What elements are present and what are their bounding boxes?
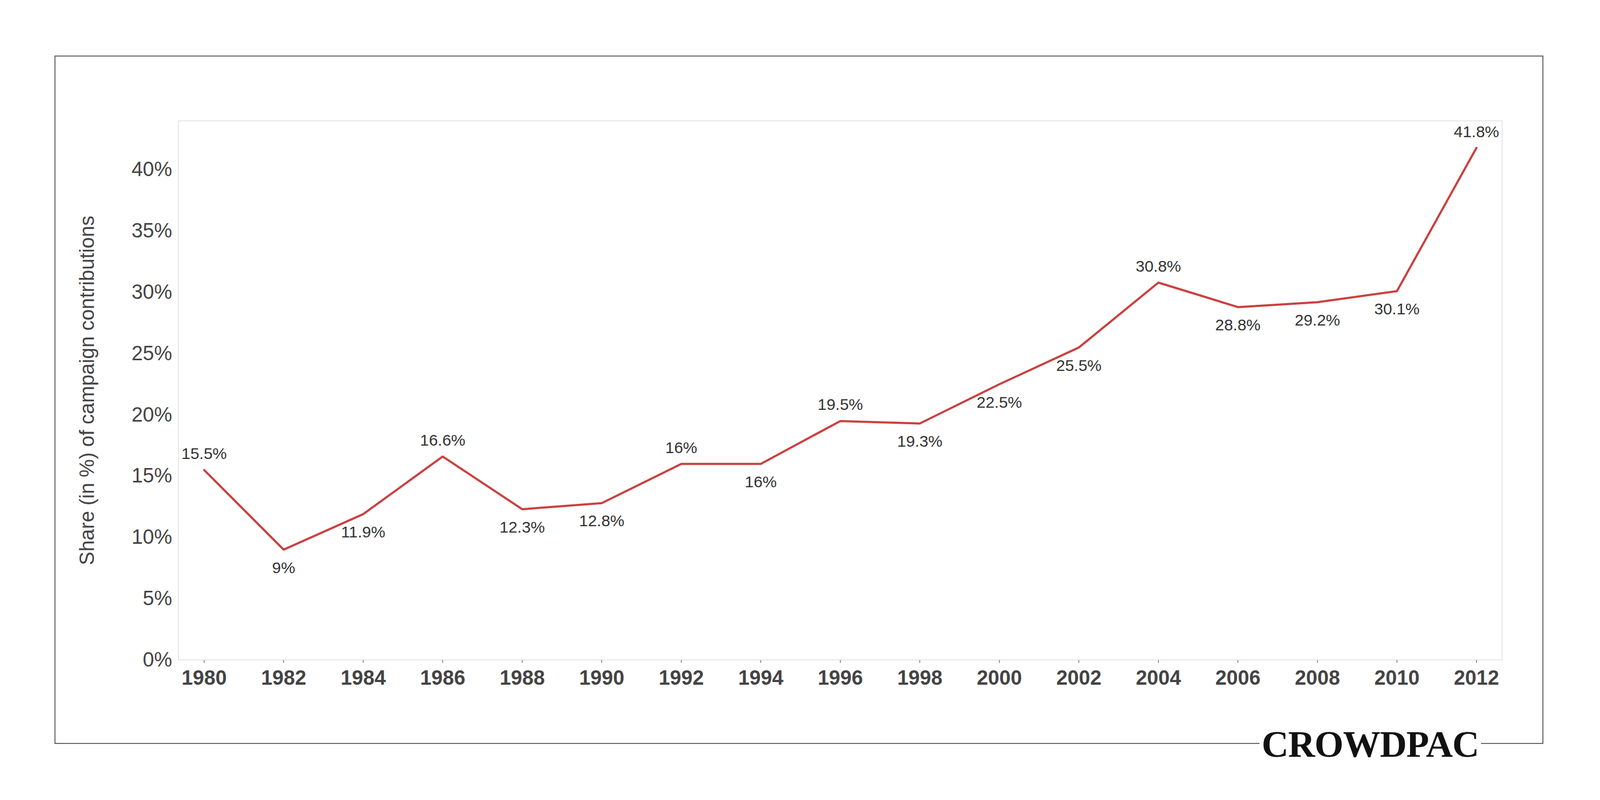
svg-text:29.2%: 29.2% <box>1294 311 1341 329</box>
svg-text:12.8%: 12.8% <box>579 511 625 530</box>
svg-text:0%: 0% <box>143 648 173 671</box>
svg-text:11.9%: 11.9% <box>341 523 386 541</box>
svg-text:25.5%: 25.5% <box>1056 356 1102 375</box>
svg-text:1996: 1996 <box>817 666 863 689</box>
svg-text:1980: 1980 <box>181 666 227 689</box>
svg-text:1988: 1988 <box>499 666 545 689</box>
svg-text:28.8%: 28.8% <box>1215 315 1261 334</box>
svg-text:15.5%: 15.5% <box>181 444 227 463</box>
svg-text:16%: 16% <box>664 438 697 457</box>
svg-text:2012: 2012 <box>1453 666 1500 689</box>
svg-text:35%: 35% <box>131 219 172 242</box>
svg-text:15%: 15% <box>131 464 172 487</box>
svg-text:2000: 2000 <box>976 666 1023 689</box>
svg-text:9%: 9% <box>272 558 296 577</box>
svg-text:12.3%: 12.3% <box>499 518 545 536</box>
svg-text:2006: 2006 <box>1215 666 1261 689</box>
svg-text:1990: 1990 <box>579 666 625 689</box>
svg-text:16%: 16% <box>744 472 777 491</box>
svg-text:1992: 1992 <box>658 666 704 689</box>
svg-text:16.6%: 16.6% <box>420 431 466 449</box>
svg-text:19.3%: 19.3% <box>897 432 943 450</box>
svg-text:Share (in %) of campaign contr: Share (in %) of campaign contributions <box>75 215 99 566</box>
svg-text:40%: 40% <box>131 157 172 181</box>
svg-text:1982: 1982 <box>260 666 307 689</box>
svg-text:2002: 2002 <box>1056 666 1102 689</box>
svg-text:1994: 1994 <box>738 666 784 689</box>
svg-text:30.8%: 30.8% <box>1135 257 1182 275</box>
svg-text:25%: 25% <box>131 342 172 365</box>
svg-text:30.1%: 30.1% <box>1374 299 1420 318</box>
svg-text:41.8%: 41.8% <box>1453 122 1500 141</box>
html-text:CROWDPAC: CROWDPAC <box>1261 723 1479 765</box>
svg-text:2008: 2008 <box>1294 666 1341 689</box>
svg-text:2010: 2010 <box>1374 666 1420 689</box>
svg-text:30%: 30% <box>131 280 172 304</box>
svg-text:1986: 1986 <box>420 666 466 689</box>
svg-text:1984: 1984 <box>340 666 386 689</box>
svg-text:22.5%: 22.5% <box>976 393 1023 411</box>
svg-text:1998: 1998 <box>897 666 943 689</box>
svg-text:19.5%: 19.5% <box>817 395 863 414</box>
svg-text:2004: 2004 <box>1135 666 1182 689</box>
svg-text:20%: 20% <box>131 403 172 426</box>
svg-text:5%: 5% <box>143 587 173 610</box>
svg-text:10%: 10% <box>131 525 172 549</box>
